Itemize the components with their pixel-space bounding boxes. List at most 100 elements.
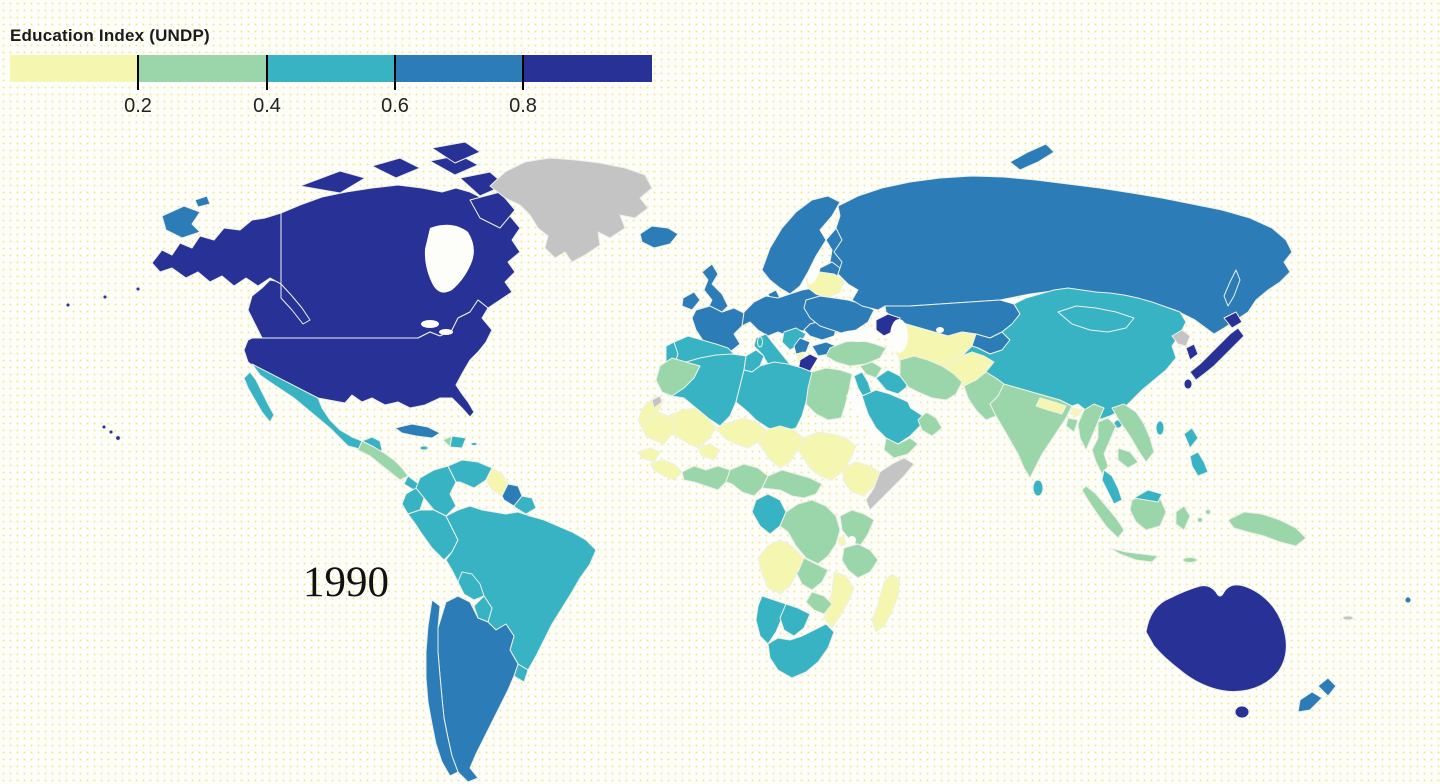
region-mongolia xyxy=(1057,305,1135,333)
region-tasmania xyxy=(1234,705,1250,719)
legend-band-2 xyxy=(138,55,267,82)
region-uganda-kenya xyxy=(839,509,875,547)
region-java xyxy=(1109,547,1159,563)
region-yemen xyxy=(883,437,919,459)
region-new-zealand-north xyxy=(1317,677,1337,697)
region-aleutians xyxy=(135,286,141,292)
legend-tick-label: 0.2 xyxy=(124,95,152,117)
lake-victoria xyxy=(848,536,856,544)
region-sumatra xyxy=(1081,485,1125,539)
region-russia xyxy=(833,175,1293,335)
region-arctic-island xyxy=(469,191,516,229)
region-sri-lanka xyxy=(1032,479,1044,497)
region-scandinavia xyxy=(761,195,841,295)
region-central-america xyxy=(357,440,409,481)
legend-band-5 xyxy=(523,55,653,82)
legend-tick-label: 0.4 xyxy=(253,95,281,117)
region-rwanda-burundi xyxy=(837,535,847,547)
region-uk xyxy=(701,263,729,317)
water-layer xyxy=(421,224,944,544)
region-novaya-zemlya xyxy=(1009,143,1055,171)
region-greenland xyxy=(489,157,653,263)
region-angola xyxy=(757,539,805,595)
legend-tick-label: 0.8 xyxy=(509,95,537,117)
region-namibia xyxy=(755,595,787,645)
legend-tick xyxy=(266,55,268,90)
region-baja xyxy=(243,371,275,423)
region-french-guiana xyxy=(513,495,537,515)
region-new-caledonia xyxy=(1342,615,1354,621)
region-moluccas xyxy=(1197,517,1203,523)
region-hawaii xyxy=(108,429,114,435)
region-ukraine xyxy=(803,295,875,335)
region-cambodia xyxy=(1117,447,1139,469)
region-puerto-rico xyxy=(470,442,478,446)
legend-band-1 xyxy=(10,55,139,82)
region-canada xyxy=(247,184,521,339)
baltic-sea xyxy=(807,259,821,285)
region-hawaii xyxy=(101,424,107,430)
region-dominican-republic xyxy=(449,435,467,449)
legend-tick xyxy=(522,55,524,90)
legend: Education Index (UNDP) 0.2 0.4 0.6 0.8 xyxy=(10,26,670,117)
region-philippines-luzon xyxy=(1183,427,1199,449)
caspian-sea xyxy=(890,319,908,353)
region-borneo-malaysia xyxy=(1133,489,1163,503)
region-nigeria xyxy=(725,463,769,497)
legend-tick xyxy=(394,55,396,90)
region-chad xyxy=(757,425,805,469)
region-jamaica xyxy=(419,445,429,451)
region-colombia xyxy=(415,465,457,517)
region-taiwan xyxy=(1155,420,1165,436)
region-north-korea xyxy=(1171,329,1191,347)
region-corsica xyxy=(757,336,763,348)
region-laos-vietnam xyxy=(1111,403,1155,463)
hudson-bay xyxy=(424,224,474,293)
region-cameroon-car xyxy=(761,469,823,499)
region-guinea-coast xyxy=(649,459,683,481)
region-sakhalin xyxy=(1223,269,1241,307)
legend-color-bar: 0.2 0.4 0.6 0.8 xyxy=(10,55,653,117)
region-arctic-island xyxy=(299,170,366,194)
region-timor xyxy=(1182,557,1198,563)
region-japan-honshu xyxy=(1189,327,1245,381)
legend-tick xyxy=(137,55,139,90)
region-aleutians xyxy=(65,302,71,308)
region-australia xyxy=(1145,584,1287,693)
region-fiji xyxy=(1404,596,1412,604)
region-botswana xyxy=(779,603,811,637)
region-new-zealand-south xyxy=(1297,691,1323,713)
region-madagascar xyxy=(871,573,901,633)
region-chukotka xyxy=(161,205,201,239)
region-mozambique xyxy=(823,571,855,629)
region-thailand xyxy=(1091,417,1117,475)
countries-layer xyxy=(65,141,1412,783)
region-mali xyxy=(667,407,717,449)
region-arctic-island xyxy=(431,141,481,164)
legend-title: Education Index (UNDP) xyxy=(10,26,210,45)
region-chukotka xyxy=(194,195,211,208)
region-japan-kyushu xyxy=(1183,378,1193,390)
great-lake-2 xyxy=(439,329,453,335)
region-south-korea xyxy=(1185,343,1199,361)
region-alaska xyxy=(151,212,282,287)
region-iceland xyxy=(639,225,679,249)
region-arctic-island xyxy=(371,157,421,179)
region-cuba xyxy=(394,423,441,439)
region-bolivia xyxy=(457,571,485,601)
region-somalia xyxy=(865,457,915,511)
region-sulawesi xyxy=(1175,505,1191,531)
region-myanmar xyxy=(1077,403,1105,451)
region-ireland xyxy=(681,291,701,311)
region-gabon-congo xyxy=(751,493,787,535)
region-south-africa xyxy=(767,623,835,679)
region-burkina-faso xyxy=(697,443,721,461)
region-zimbabwe xyxy=(805,591,833,615)
region-ethiopia xyxy=(841,461,881,497)
region-tanzania xyxy=(841,543,879,579)
region-ivory-ghana xyxy=(681,465,731,491)
great-lake-1 xyxy=(421,320,439,328)
region-peru xyxy=(407,509,459,561)
